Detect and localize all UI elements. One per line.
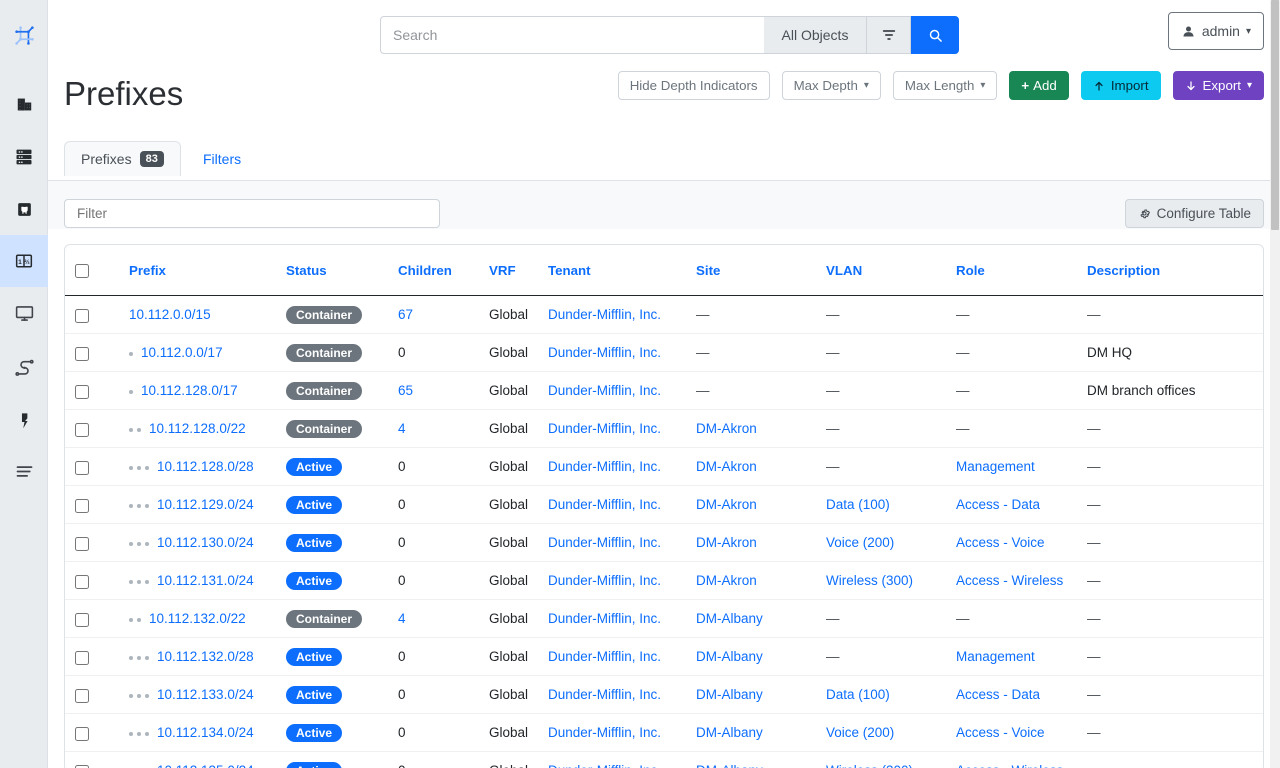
svg-text:1: 1 — [18, 259, 22, 266]
svg-text:⅔: ⅔ — [25, 259, 30, 266]
